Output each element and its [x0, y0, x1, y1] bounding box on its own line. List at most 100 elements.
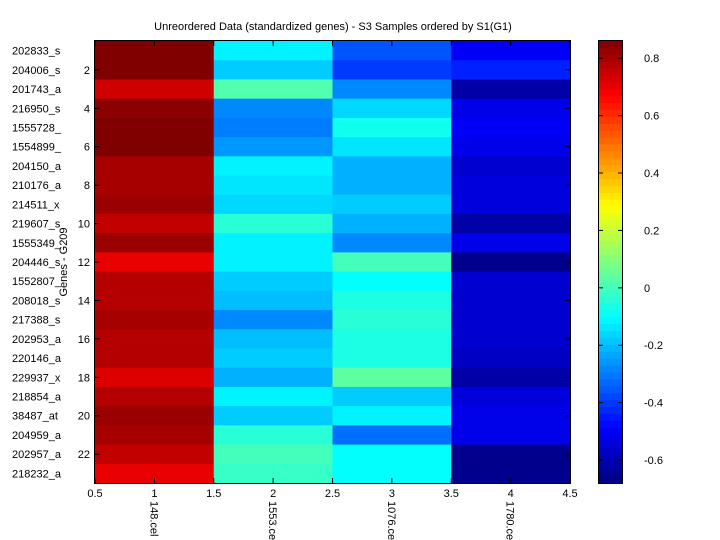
- y-tick-label: 18: [78, 372, 90, 384]
- row-label: 204959_a: [12, 430, 62, 442]
- heatmap-cells: [95, 41, 571, 484]
- colorbar-tick-label: 0: [644, 283, 650, 295]
- y-tick-label: 4: [84, 103, 90, 115]
- heatmap-cell: [95, 41, 215, 61]
- y-axis: 2 4 6 8 10 12 14 16 18 20 22: [78, 65, 570, 461]
- heatmap-cell: [332, 98, 452, 119]
- colorbar-swatch: [599, 54, 622, 63]
- heatmap-cell: [213, 463, 333, 484]
- heatmap-cell: [451, 290, 571, 311]
- heatmap-cell: [332, 271, 452, 292]
- heatmap-cell: [451, 348, 571, 369]
- y-tick-label: 6: [84, 142, 90, 154]
- heatmap-cell: [95, 406, 215, 426]
- row-label: 204150_a: [12, 161, 62, 173]
- colorbar-swatch: [599, 165, 622, 173]
- heatmap-cell: [95, 444, 215, 465]
- row-label: 218854_a: [12, 392, 62, 404]
- colorbar-swatch: [599, 186, 622, 194]
- colorbar-tick-label: -0.2: [644, 340, 663, 352]
- colorbar-swatch: [599, 262, 622, 270]
- heatmap-cell: [95, 425, 215, 445]
- heatmap-cell: [213, 386, 333, 407]
- colorbar-swatch: [599, 241, 622, 249]
- colorbar-swatch: [599, 206, 622, 215]
- heatmap-cell: [213, 310, 333, 330]
- colorbar-swatch: [599, 379, 622, 387]
- heatmap-cell: [451, 41, 571, 61]
- heatmap-cell: [95, 290, 215, 311]
- colorbar-swatch: [599, 455, 622, 463]
- colorbar-swatch: [599, 434, 622, 443]
- colorbar-swatch: [599, 393, 622, 401]
- colorbar-swatch: [599, 344, 622, 353]
- heatmap-cell: [213, 79, 333, 100]
- heatmap-cell: [213, 367, 333, 388]
- row-label: 219607_s: [12, 219, 61, 231]
- row-label: 216950_s: [12, 103, 61, 115]
- colorbar-tick-label: 0.8: [644, 53, 659, 65]
- heatmap-cell: [332, 79, 452, 100]
- heatmap-cell: [332, 156, 452, 176]
- colorbar-swatch: [599, 68, 622, 77]
- heatmap-cell: [451, 310, 571, 330]
- x-tick-label: 2: [270, 488, 276, 500]
- heatmap-cell: [451, 79, 571, 100]
- colorbar-swatch: [599, 172, 622, 180]
- heatmap-cell: [332, 386, 452, 407]
- colorbar-swatch: [599, 41, 622, 49]
- heatmap-cell: [213, 60, 333, 80]
- heatmap-cell: [451, 233, 571, 253]
- heatmap-cell: [95, 386, 215, 407]
- y-axis-label: Genes - G209: [58, 227, 70, 296]
- colorbar-swatch: [599, 407, 622, 415]
- heatmap-cell: [95, 463, 215, 484]
- heatmap-cell: [213, 175, 333, 196]
- heatmap-cell: [451, 194, 571, 215]
- heatmap-cell: [95, 329, 215, 349]
- heatmap-cell: [332, 137, 452, 157]
- heatmap-cell: [213, 137, 333, 157]
- colorbar-swatch: [599, 448, 622, 456]
- colorbar-swatch: [599, 130, 622, 139]
- heatmap-cell: [213, 194, 333, 215]
- x-tick-label: 3.5: [444, 488, 459, 500]
- colorbar-swatch: [599, 303, 622, 311]
- colorbar-swatch: [599, 268, 622, 277]
- colorbar-swatch: [599, 144, 622, 152]
- colorbar-swatch: [599, 310, 622, 318]
- heatmap-cell: [332, 194, 452, 215]
- row-label: 1554899_: [12, 142, 62, 154]
- heatmap-cell: [332, 463, 452, 484]
- x-tick-label: 0.5: [87, 488, 102, 500]
- heatmap-cell: [95, 194, 215, 215]
- x-tick-label: 2.5: [325, 488, 340, 500]
- heatmap-cell: [213, 425, 333, 445]
- heatmap-cell: [332, 329, 452, 349]
- colorbar-swatch: [599, 248, 622, 256]
- colorbar-tick-label: 0.4: [644, 168, 659, 180]
- colorbar-swatch: [599, 110, 622, 118]
- colorbar-swatch: [599, 462, 622, 470]
- heatmap-cell: [95, 60, 215, 80]
- colorbar-swatch: [599, 220, 622, 228]
- colorbar-swatch: [599, 420, 622, 429]
- heatmap-cell: [451, 425, 571, 445]
- y-tick-label: 10: [78, 219, 90, 231]
- y-tick-label: 22: [78, 449, 90, 461]
- heatmap-cell: [451, 213, 571, 234]
- colorbar-swatch: [599, 317, 622, 325]
- colorbar-swatch: [599, 351, 622, 360]
- colorbar-swatch: [599, 441, 622, 449]
- heatmap-cell: [332, 41, 452, 61]
- heatmap-cell: [332, 117, 452, 138]
- heatmap-cell: [95, 79, 215, 100]
- heatmap-cell: [95, 271, 215, 292]
- colorbar-swatch: [599, 358, 622, 367]
- heatmap-cell: [332, 290, 452, 311]
- colorbar-swatch: [599, 400, 622, 408]
- colorbar-swatch: [599, 123, 622, 132]
- row-label: 204446_s: [12, 257, 61, 269]
- heatmap-cell: [451, 406, 571, 426]
- colorbar-swatch: [599, 116, 622, 125]
